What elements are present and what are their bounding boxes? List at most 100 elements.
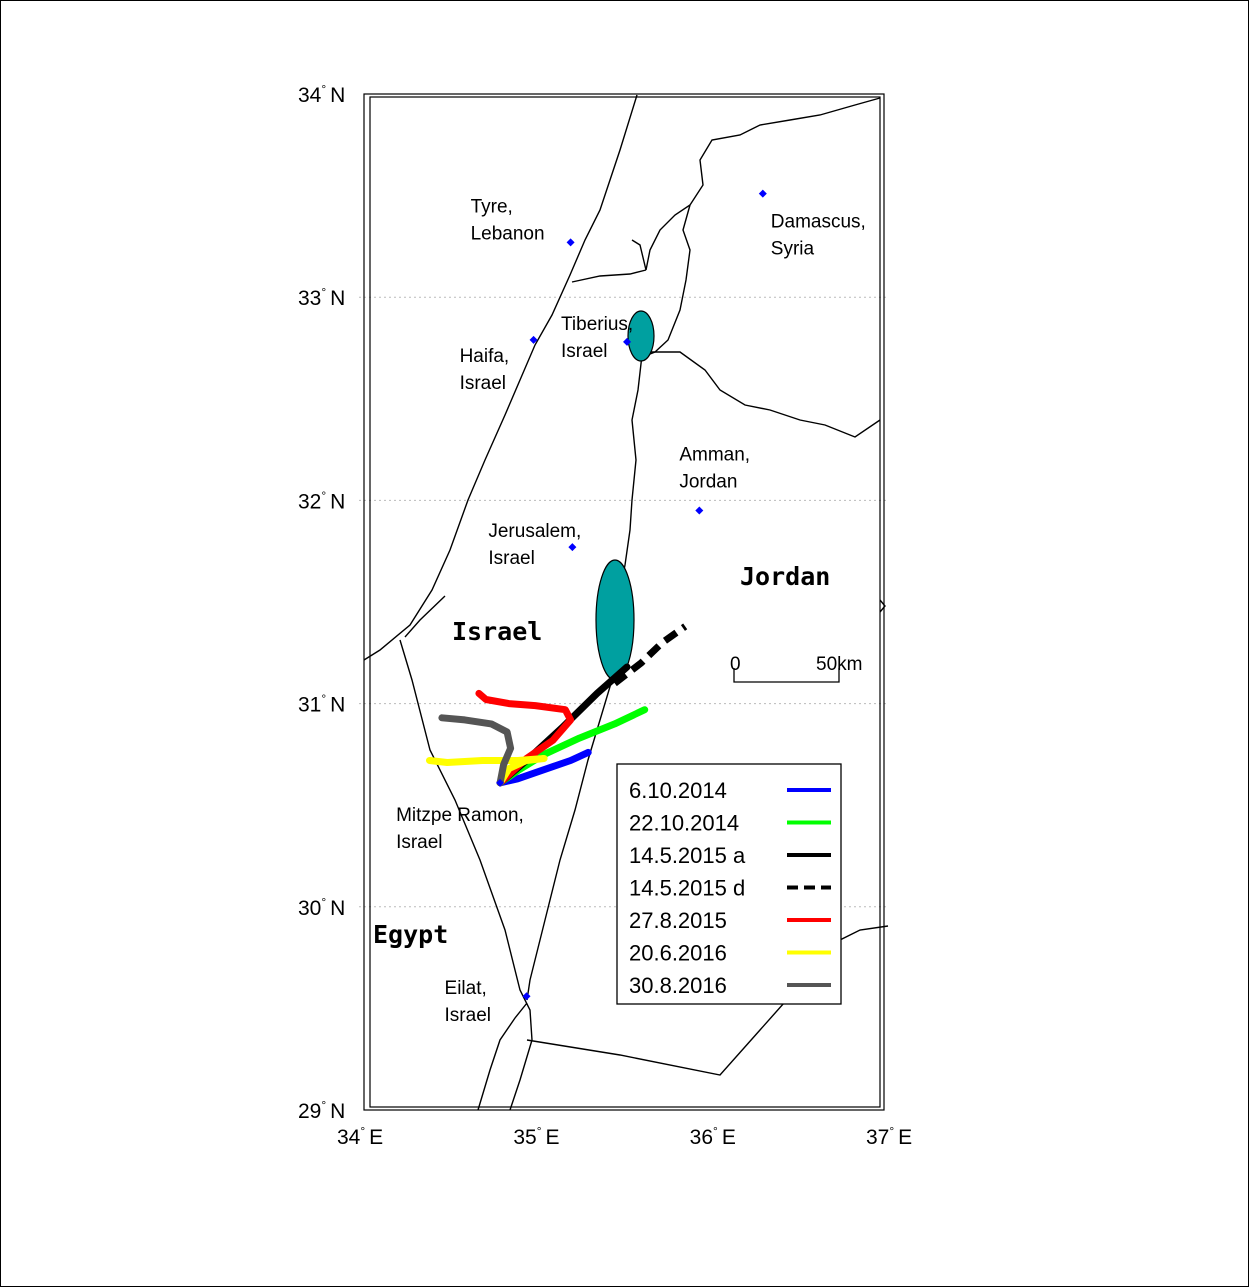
jordan-saudi-border: [526, 925, 889, 1076]
country-label-egypt: Egypt: [373, 920, 448, 949]
lat-tick-label: 30° N: [298, 895, 345, 920]
scale-bar-end-label: 50km: [816, 654, 862, 675]
degree-symbol: °: [360, 1124, 365, 1138]
city-label-country: Israel: [488, 548, 534, 569]
lat-tick-hemisphere: N: [330, 287, 345, 310]
city-label: Haifa,: [460, 346, 510, 367]
city-marker: [496, 778, 505, 787]
axes: 34° N33° N32° N31° N30° N29° N34° E 35° E 36° E 37° E: [298, 82, 912, 1149]
legend-label: 14.5.2015 d: [629, 876, 745, 901]
degree-symbol: °: [537, 1124, 542, 1138]
dead-sea: [595, 559, 635, 681]
lat-tick-hemisphere: N: [330, 490, 345, 513]
city-marker: [566, 238, 575, 247]
lakes: [595, 310, 655, 681]
city-marker: [623, 337, 632, 346]
lon-tick-degree: 37: [866, 1126, 889, 1149]
lon-tick-label: 37° E: [866, 1124, 912, 1149]
degree-symbol: °: [713, 1124, 718, 1138]
city-marker: [529, 335, 538, 344]
track-line: [438, 714, 515, 787]
gaza-border: [404, 595, 446, 638]
sea-of-galilee: [627, 310, 655, 362]
lat-tick-hemisphere: N: [330, 694, 345, 717]
golan-border: [644, 204, 691, 357]
syria-jordan-border: [648, 351, 881, 438]
city-label: Eilat,: [445, 978, 487, 999]
lat-tick-hemisphere: N: [330, 1100, 345, 1123]
jordan-east-edge: [879, 599, 886, 613]
degree-symbol: °: [321, 1098, 326, 1112]
track-line: [612, 623, 688, 687]
legend-label: 14.5.2015 a: [629, 843, 746, 868]
city-label: Tyre,: [471, 196, 513, 217]
aqaba-border: [477, 1002, 528, 1111]
lon-tick-label: 34° E: [337, 1124, 383, 1149]
legend-label: 22.10.2014: [629, 811, 739, 836]
mediterranean-coastline: [363, 94, 638, 661]
city-label-country: Lebanon: [471, 223, 545, 244]
lat-tick-degree: 31: [298, 694, 321, 717]
legend-label: 6.10.2014: [629, 778, 727, 803]
city-label-country: Israel: [460, 373, 506, 394]
lon-tick-label: 36° E: [690, 1124, 736, 1149]
lat-tick-degree: 32: [298, 490, 321, 513]
lat-tick-label: 34° N: [298, 82, 345, 107]
city-label: Damascus,: [771, 212, 866, 233]
city-label-country: Israel: [445, 1005, 491, 1026]
degree-symbol: °: [321, 82, 326, 96]
lebanon-north-border: [631, 239, 647, 271]
city-marker: [568, 543, 577, 552]
lat-tick-degree: 29: [298, 1100, 321, 1123]
legend: 6.10.2014 22.10.2014 14.5.2015 a 14.5.2015 …: [616, 763, 842, 1005]
lon-tick-degree: 34: [337, 1126, 361, 1149]
degree-symbol: °: [321, 692, 326, 706]
degree-symbol: °: [321, 488, 326, 502]
lat-tick-degree: 30: [298, 897, 321, 920]
lon-tick-label: 35° E: [513, 1124, 559, 1149]
city-label-country: Syria: [771, 239, 815, 260]
scale-bar-line: [733, 668, 840, 683]
degree-symbol: °: [321, 895, 326, 909]
track-line: [426, 755, 548, 787]
city-label-country: Jordan: [679, 472, 737, 493]
degree-symbol: °: [889, 1124, 894, 1138]
city-label: Mitzpe Ramon,: [396, 805, 524, 826]
city-marker: [695, 506, 704, 515]
lon-tick-hemisphere: E: [722, 1126, 736, 1149]
lat-tick-label: 31° N: [298, 692, 345, 717]
lebanon-israel-border: [571, 269, 647, 283]
city-marker: [758, 189, 767, 198]
city-label-country: Israel: [561, 341, 607, 362]
legend-box: [616, 763, 842, 1005]
lat-tick-degree: 33: [298, 287, 321, 310]
lon-tick-degree: 36: [690, 1126, 713, 1149]
city-label: Tiberius,: [561, 314, 633, 335]
map-frame: [363, 93, 885, 1111]
lat-tick-degree: 34: [298, 84, 322, 107]
lat-tick-hemisphere: N: [330, 897, 345, 920]
city-label-country: Israel: [396, 832, 442, 853]
scale-bar-start-label: 0: [730, 654, 741, 675]
lon-tick-hemisphere: E: [898, 1126, 912, 1149]
city-marker: [522, 992, 531, 1001]
lat-tick-label: 33° N: [298, 285, 345, 310]
country-label-jordan: Jordan: [740, 562, 830, 591]
legend-label: 20.6.2016: [629, 941, 727, 966]
lon-tick-hemisphere: E: [546, 1126, 560, 1149]
lat-tick-hemisphere: N: [330, 84, 345, 107]
lebanon-syria-border: [645, 97, 881, 271]
scale-bar: 0 50km: [730, 654, 862, 683]
lon-tick-hemisphere: E: [369, 1126, 383, 1149]
track-line: [496, 748, 592, 787]
lon-tick-degree: 35: [513, 1126, 536, 1149]
lat-tick-label: 29° N: [298, 1098, 345, 1123]
country-borders: [363, 94, 889, 1111]
lat-tick-label: 32° N: [298, 488, 345, 513]
balloon-tracks: [426, 623, 688, 787]
city-label: Amman,: [679, 445, 750, 466]
legend-label: 27.8.2015: [629, 908, 727, 933]
city-label: Jerusalem,: [488, 521, 581, 542]
legend-label: 30.8.2016: [629, 973, 727, 998]
